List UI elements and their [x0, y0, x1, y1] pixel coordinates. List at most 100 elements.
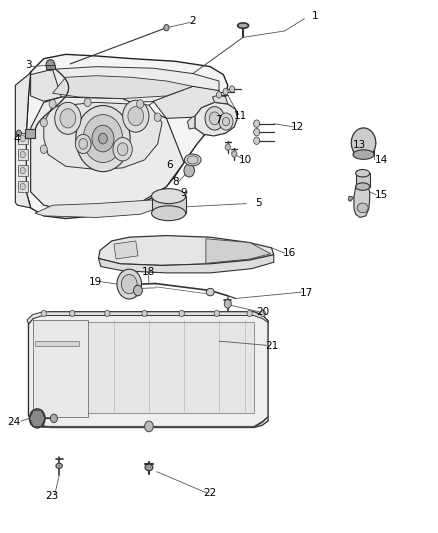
Circle shape — [254, 137, 260, 144]
Ellipse shape — [152, 206, 186, 221]
Polygon shape — [99, 255, 274, 273]
Text: 9: 9 — [180, 188, 187, 198]
Ellipse shape — [152, 189, 186, 204]
Text: 8: 8 — [172, 177, 179, 187]
Polygon shape — [15, 72, 31, 208]
Circle shape — [145, 421, 153, 432]
Circle shape — [137, 100, 144, 108]
Circle shape — [40, 118, 47, 127]
Circle shape — [121, 274, 137, 294]
Circle shape — [76, 106, 130, 172]
Circle shape — [214, 310, 219, 317]
Circle shape — [134, 285, 142, 296]
Circle shape — [224, 300, 231, 308]
Circle shape — [184, 164, 194, 177]
Circle shape — [83, 115, 123, 163]
Circle shape — [232, 151, 237, 157]
Circle shape — [20, 151, 25, 158]
Circle shape — [216, 92, 222, 98]
Ellipse shape — [184, 154, 201, 166]
Polygon shape — [31, 97, 184, 213]
Polygon shape — [28, 312, 268, 427]
Text: 12: 12 — [291, 122, 304, 132]
Circle shape — [99, 133, 107, 144]
Polygon shape — [53, 76, 193, 99]
Circle shape — [260, 310, 265, 317]
Text: 6: 6 — [166, 160, 173, 170]
Ellipse shape — [353, 144, 374, 154]
Bar — [18, 133, 28, 144]
Text: 22: 22 — [204, 488, 217, 498]
Circle shape — [209, 112, 220, 125]
Polygon shape — [35, 341, 79, 346]
Circle shape — [105, 310, 110, 317]
Text: 3: 3 — [25, 60, 32, 70]
Polygon shape — [33, 417, 268, 427]
Text: 23: 23 — [45, 491, 58, 500]
Circle shape — [75, 134, 91, 154]
Circle shape — [46, 60, 55, 70]
Polygon shape — [354, 187, 370, 217]
Bar — [152, 196, 186, 213]
Bar — [18, 149, 28, 160]
Text: 18: 18 — [142, 267, 155, 277]
Circle shape — [60, 109, 76, 128]
Polygon shape — [33, 320, 88, 417]
Ellipse shape — [187, 156, 198, 164]
Ellipse shape — [238, 23, 249, 28]
Circle shape — [205, 107, 224, 130]
Circle shape — [117, 143, 128, 156]
Text: 20: 20 — [256, 307, 269, 317]
Text: 13: 13 — [353, 140, 366, 150]
Text: 17: 17 — [300, 288, 313, 298]
Circle shape — [41, 310, 46, 317]
Circle shape — [16, 130, 21, 136]
Circle shape — [351, 128, 376, 158]
Text: 24: 24 — [7, 417, 21, 427]
Polygon shape — [26, 54, 228, 219]
Circle shape — [79, 139, 88, 149]
Bar — [18, 165, 28, 176]
Circle shape — [223, 88, 228, 95]
Circle shape — [179, 310, 184, 317]
Ellipse shape — [356, 183, 370, 190]
Bar — [356, 173, 370, 187]
Polygon shape — [27, 312, 268, 324]
Circle shape — [164, 25, 169, 31]
Circle shape — [55, 102, 81, 134]
Ellipse shape — [145, 464, 153, 471]
Circle shape — [29, 409, 45, 428]
Polygon shape — [35, 200, 166, 217]
Bar — [46, 65, 55, 69]
Polygon shape — [35, 322, 254, 413]
Text: 5: 5 — [255, 198, 262, 207]
Text: 2: 2 — [189, 17, 196, 26]
Text: 4: 4 — [13, 134, 20, 143]
Text: 16: 16 — [283, 248, 296, 258]
Circle shape — [219, 113, 233, 130]
Text: 19: 19 — [89, 278, 102, 287]
Circle shape — [117, 269, 141, 299]
Circle shape — [123, 100, 149, 132]
Polygon shape — [29, 410, 45, 427]
Circle shape — [84, 98, 91, 107]
Polygon shape — [44, 102, 162, 169]
Polygon shape — [44, 67, 219, 102]
Circle shape — [128, 107, 144, 126]
Circle shape — [247, 310, 252, 317]
Circle shape — [20, 167, 25, 174]
Circle shape — [50, 414, 57, 423]
Bar — [25, 129, 35, 138]
Text: 14: 14 — [374, 155, 388, 165]
Circle shape — [113, 138, 132, 161]
Polygon shape — [114, 241, 138, 259]
Circle shape — [20, 183, 25, 190]
Polygon shape — [153, 86, 223, 118]
Text: 11: 11 — [233, 111, 247, 121]
Circle shape — [154, 113, 161, 122]
Circle shape — [223, 117, 230, 126]
Polygon shape — [206, 239, 271, 263]
Ellipse shape — [353, 150, 374, 159]
Polygon shape — [31, 69, 61, 101]
Bar — [18, 181, 28, 192]
